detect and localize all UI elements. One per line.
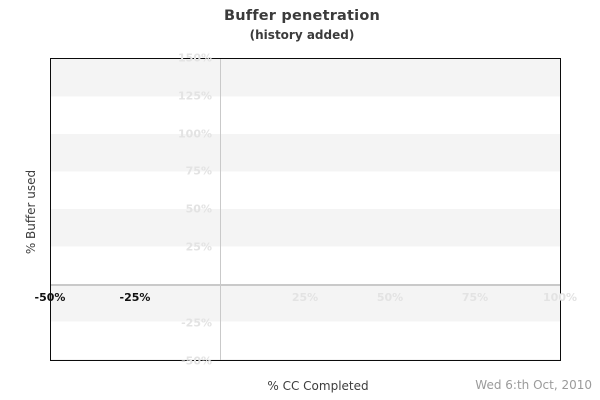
y-axis-title: % Buffer used [24,169,38,255]
chart-subtitle: (history added) [249,28,355,42]
y-tick-label: 100% [178,127,212,141]
y-tick-label: 125% [178,89,212,103]
x-tick-label: -25% [119,291,151,304]
x-tick-label: 50% [376,291,404,304]
y-tick-label: 25% [185,240,212,254]
plot-area [50,58,561,361]
y-tick-label: -25% [181,316,212,330]
chart-title: Buffer penetration [223,8,381,24]
x-tick-label: 25% [291,291,319,304]
x-tick-label: -50% [34,291,66,304]
x-axis-title: % CC Completed [267,379,369,393]
chart-date: Wed 6:th Oct, 2010 [475,378,592,392]
zero-x-gridline [219,59,221,360]
y-tick-label: 50% [185,202,212,216]
y-tick-label: 150% [178,51,212,65]
y-tick-label: -50% [181,354,212,368]
x-tick-label: 75% [461,291,489,304]
zero-y-gridline [51,284,560,286]
x-tick-label: 100% [543,291,577,304]
y-tick-label: 75% [185,164,212,178]
